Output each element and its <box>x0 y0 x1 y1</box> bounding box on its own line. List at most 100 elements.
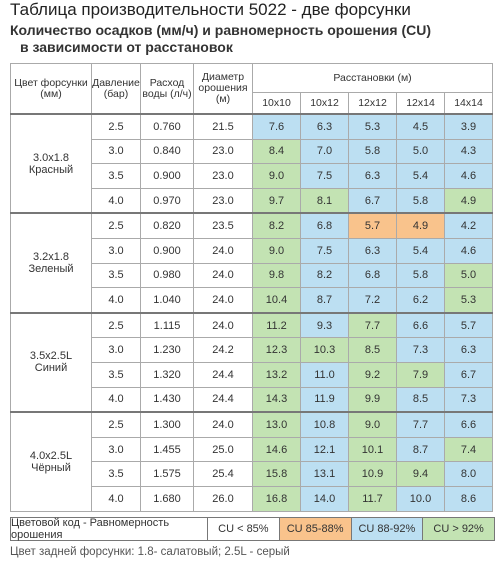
rate-cell: 9.9 <box>348 386 397 413</box>
title: Таблица производительности 5022 - две фо… <box>10 0 411 19</box>
table-row: 3.5x2.5L Синий 2.5 1.115 24.0 11.2 9.3 7.7 6.6 5.… <box>10 311 493 413</box>
rate-cell: 9.2 <box>348 361 397 388</box>
rate-cell: 10.0 <box>396 485 445 512</box>
pressure-cell: 3.5 <box>91 262 141 289</box>
diameter-cell: 24.0 <box>193 237 253 264</box>
pressure-cell: 3.0 <box>91 237 141 264</box>
pressure-cell: 3.5 <box>91 163 141 189</box>
nozzle-cell: 3.0x1.8 Красный <box>10 112 92 214</box>
spacing-header: 10x12 <box>300 92 349 115</box>
legend-item: CU 85-88% <box>278 518 351 540</box>
rate-cell: 6.6 <box>444 411 493 438</box>
nozzle-size: 3.5x2.5L <box>29 350 73 363</box>
table-row: 3.2x1.8 Зеленый 2.5 0.820 23.5 8.2 6.8 5.7 4.9 4.… <box>10 212 493 314</box>
pressure-cell: 2.5 <box>91 311 141 339</box>
header-row: Цвет форсунки (мм) Давление (бар) Расход в… <box>10 63 493 115</box>
rate-cell: 5.4 <box>396 237 445 264</box>
table-row: 4.0 1.430 24.4 14.3 11.9 9.9 8.5 7.3 <box>11 386 493 413</box>
rate-cell: 4.6 <box>444 163 493 189</box>
nozzle-size: 4.0x2.5L <box>29 449 73 462</box>
rate-cell: 8.5 <box>396 386 445 413</box>
rate-cell: 6.6 <box>396 311 445 339</box>
rate-cell: 10.9 <box>348 461 397 487</box>
table-row: 4.0 1.040 24.0 10.4 8.7 7.2 6.2 5.3 <box>11 287 493 314</box>
rate-cell: 6.3 <box>348 163 397 189</box>
rate-cell: 4.5 <box>396 112 445 140</box>
rate-cell: 16.8 <box>252 485 301 512</box>
rate-cell: 9.0 <box>252 163 301 189</box>
diameter-cell: 21.5 <box>193 112 253 140</box>
rate-cell: 7.2 <box>348 287 397 314</box>
rate-cell: 7.6 <box>252 112 301 140</box>
flow-cell: 0.760 <box>140 112 194 140</box>
flow-cell: 0.980 <box>140 262 194 289</box>
flow-cell: 1.430 <box>140 386 194 413</box>
rate-cell: 10.4 <box>252 287 301 314</box>
pressure-cell: 3.0 <box>91 436 141 463</box>
rate-cell: 6.7 <box>444 361 493 388</box>
flow-cell: 1.455 <box>140 436 194 463</box>
table-row: 4.0 1.680 26.0 16.8 14.0 11.7 10.0 8.6 <box>11 485 493 512</box>
rate-cell: 7.7 <box>396 411 445 438</box>
nozzle-color: Красный <box>28 163 74 176</box>
rate-cell: 8.4 <box>252 138 301 165</box>
rate-cell: 5.8 <box>348 138 397 165</box>
pressure-cell: 3.5 <box>91 361 141 388</box>
table-row: 3.0 0.900 24.0 9.0 7.5 6.3 5.4 4.6 <box>11 237 493 264</box>
pressure-cell: 3.0 <box>91 337 141 363</box>
rate-cell: 3.9 <box>444 112 493 140</box>
table-row: 3.0x1.8 Красный 2.5 0.760 21.5 7.6 6.3 5.3 4.5 3.… <box>10 112 493 214</box>
rate-cell: 5.8 <box>396 262 445 289</box>
rate-cell: 6.3 <box>444 337 493 363</box>
rate-cell: 12.1 <box>300 436 349 463</box>
rate-cell: 7.9 <box>396 361 445 388</box>
rate-cell: 7.3 <box>396 337 445 363</box>
rate-cell: 5.0 <box>444 262 493 289</box>
diameter-cell: 24.0 <box>193 411 253 438</box>
flow-cell: 1.040 <box>140 287 194 314</box>
rate-cell: 14.6 <box>252 436 301 463</box>
rate-cell: 6.3 <box>348 237 397 264</box>
rate-cell: 7.3 <box>444 386 493 413</box>
nozzle-cell: 3.5x2.5L Синий <box>10 311 92 413</box>
table-row: 3.5 1.575 25.4 15.8 13.1 10.9 9.4 8.0 <box>11 461 493 487</box>
diameter-cell: 23.0 <box>193 187 253 214</box>
rate-cell: 5.7 <box>444 311 493 339</box>
rate-cell: 7.7 <box>348 311 397 339</box>
rate-cell: 11.7 <box>348 485 397 512</box>
rate-cell: 5.0 <box>396 138 445 165</box>
spacing-header: 10x10 <box>252 92 301 115</box>
rate-cell: 7.5 <box>300 237 349 264</box>
footnote: Цвет задней форсунки: 1.8- салатовый; 2.… <box>10 546 290 558</box>
pressure-cell: 4.0 <box>91 386 141 413</box>
pressure-cell: 3.5 <box>91 461 141 487</box>
performance-table: Цвет форсунки (мм) Давление (бар) Расход в… <box>10 63 493 512</box>
rate-cell: 4.9 <box>444 187 493 214</box>
table-row: 3.0 1.230 24.2 12.3 10.3 8.5 7.3 6.3 <box>11 337 493 363</box>
flow-cell: 1.115 <box>140 311 194 339</box>
rate-cell: 8.1 <box>300 187 349 214</box>
subtitle: Количество осадков (мм/ч) и равномерност… <box>10 22 431 38</box>
diameter-cell: 24.0 <box>193 262 253 289</box>
rate-cell: 7.4 <box>444 436 493 463</box>
rate-cell: 9.7 <box>252 187 301 214</box>
column-header: Расход воды (л/ч) <box>140 63 194 115</box>
diameter-cell: 25.0 <box>193 436 253 463</box>
nozzle-cell: 3.2x1.8 Зеленый <box>10 212 92 314</box>
column-header: Цвет форсунки (мм) <box>10 63 92 115</box>
header-row: 10x10 10x12 12x12 12x14 14x14 <box>11 92 493 115</box>
rate-cell: 9.4 <box>396 461 445 487</box>
rate-cell: 8.2 <box>252 212 301 239</box>
flow-cell: 0.900 <box>140 163 194 189</box>
flow-cell: 1.575 <box>140 461 194 487</box>
pressure-cell: 2.5 <box>91 112 141 140</box>
rate-cell: 15.8 <box>252 461 301 487</box>
flow-cell: 1.680 <box>140 485 194 512</box>
diameter-cell: 24.2 <box>193 337 253 363</box>
rate-cell: 10.8 <box>300 411 349 438</box>
nozzle-size: 3.0x1.8 <box>32 151 70 164</box>
rate-cell: 13.0 <box>252 411 301 438</box>
rate-cell: 7.5 <box>300 163 349 189</box>
table-row: 3.5 1.320 24.4 13.2 11.0 9.2 7.9 6.7 <box>11 361 493 388</box>
